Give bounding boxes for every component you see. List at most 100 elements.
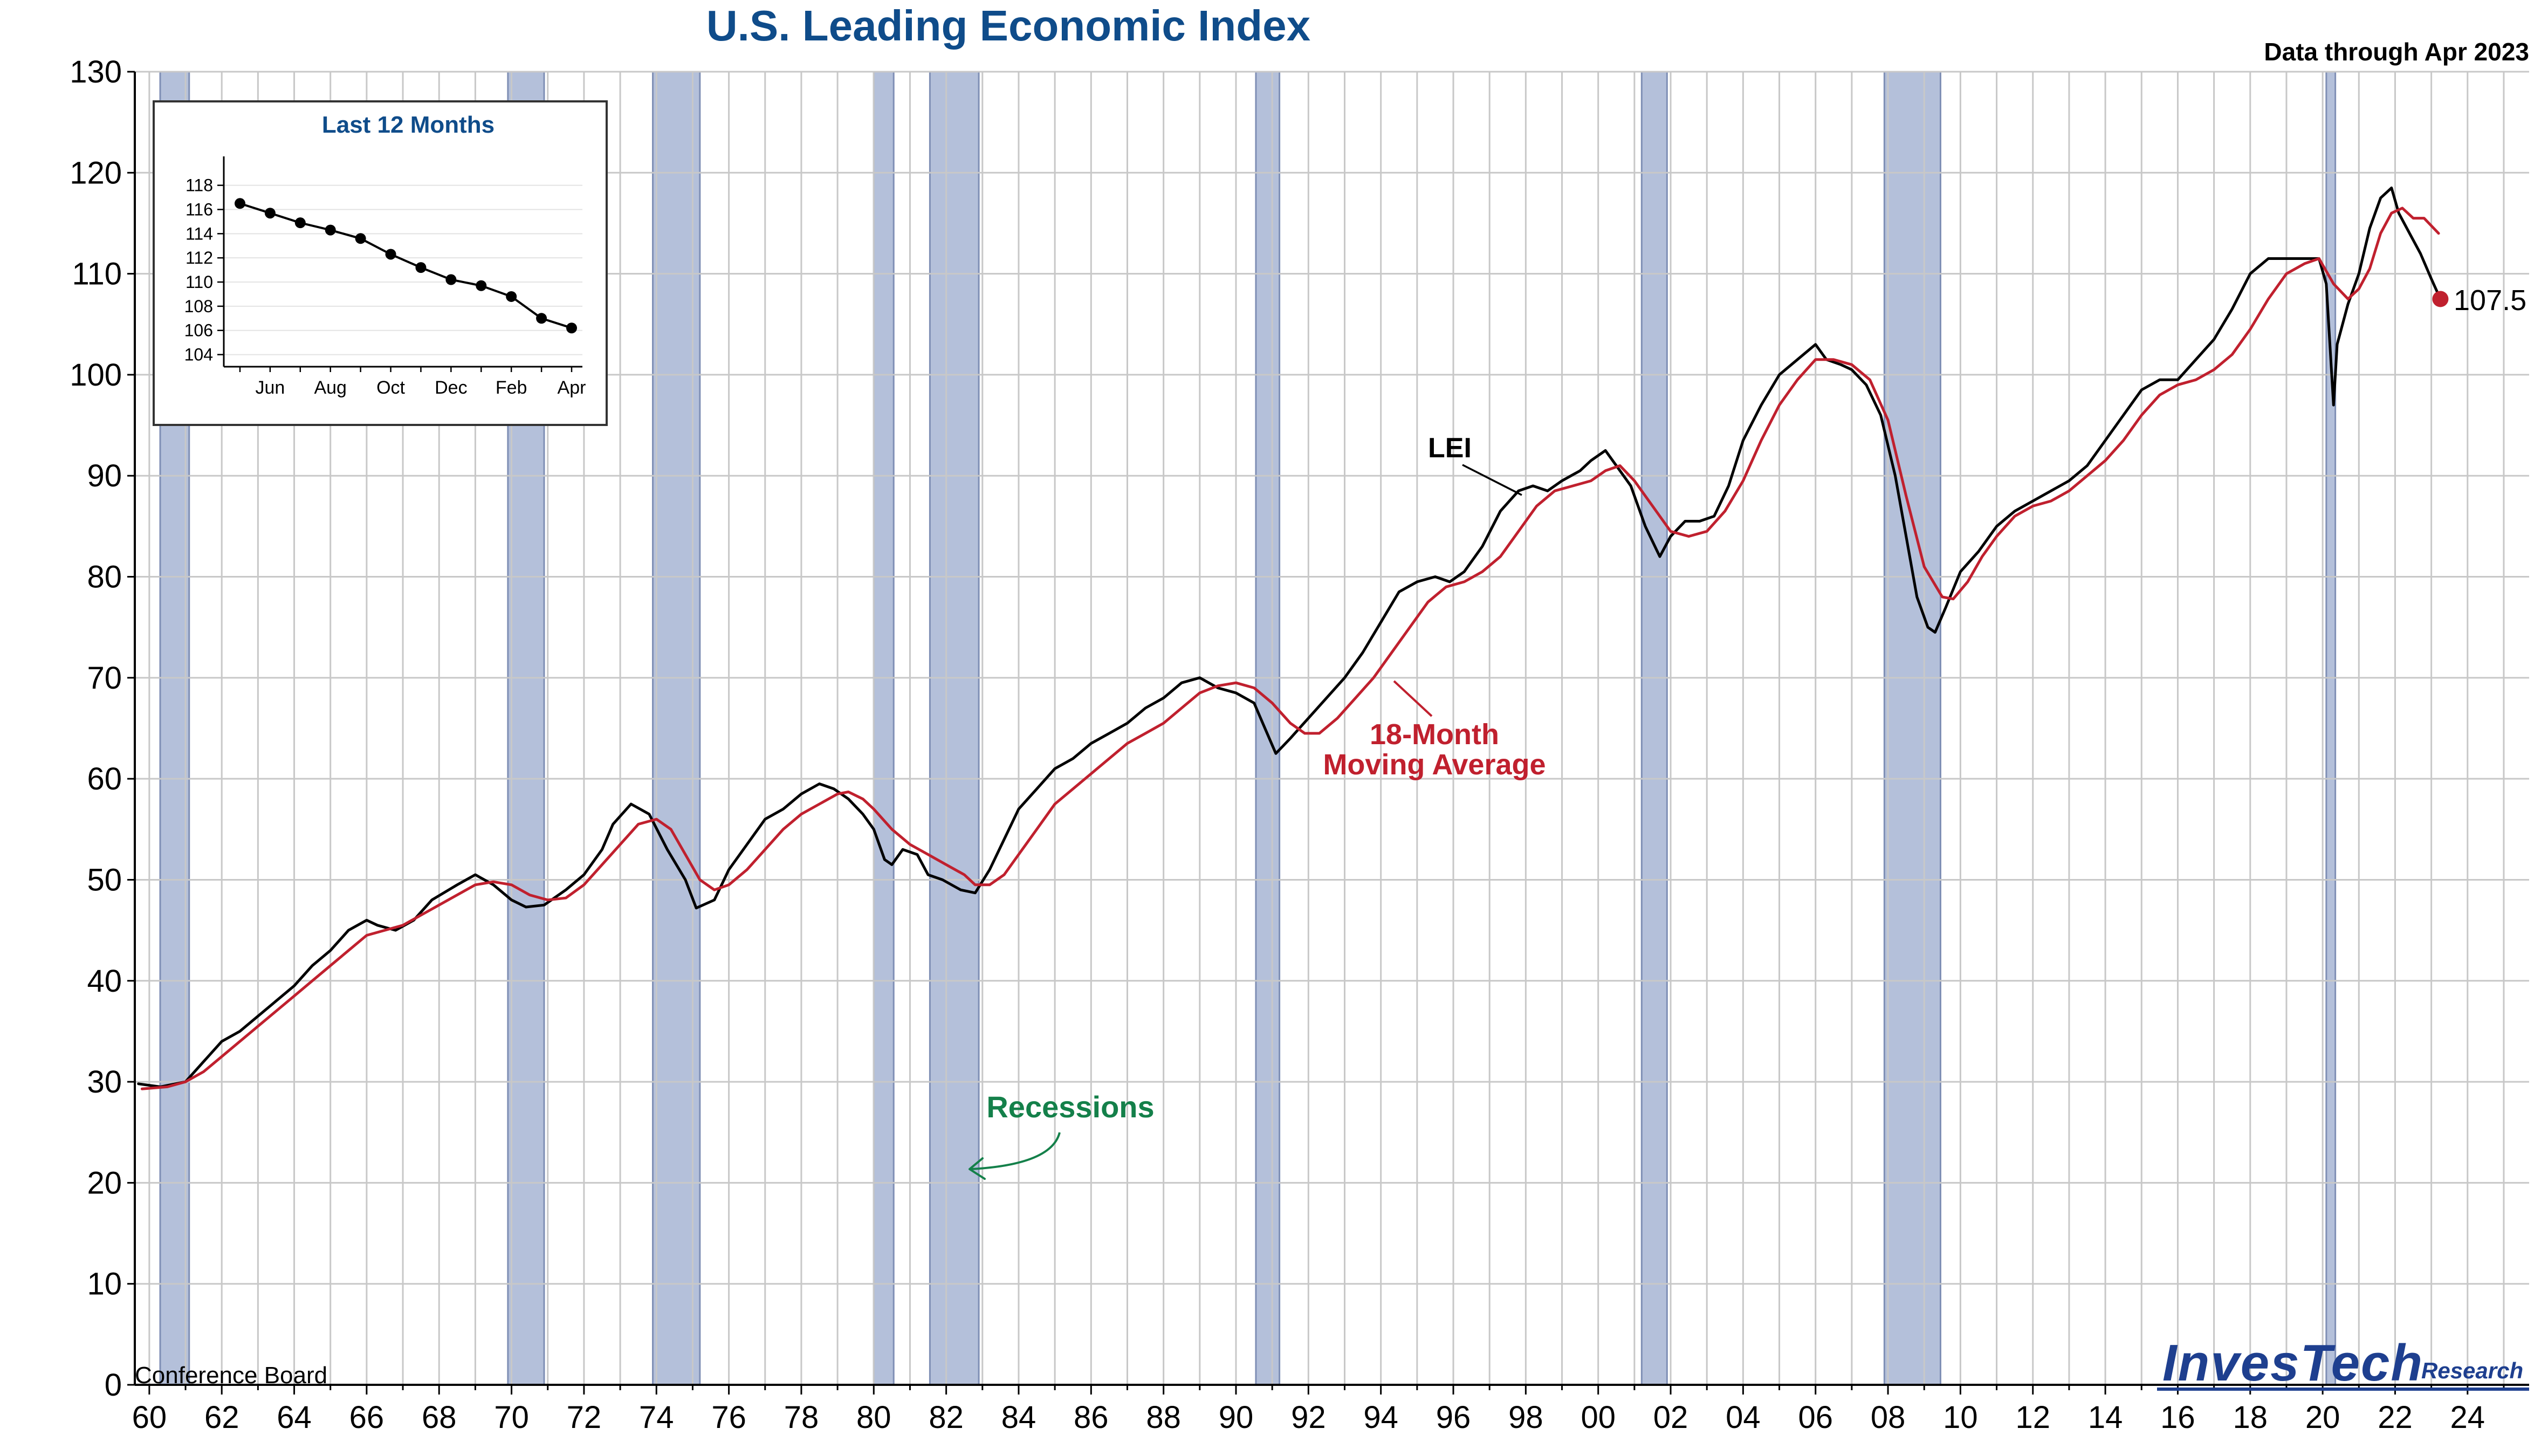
last-value-marker	[2432, 291, 2449, 307]
y-tick-label: 120	[70, 155, 122, 190]
x-tick-label: 82	[929, 1400, 964, 1435]
recession-band	[1255, 71, 1281, 1386]
inset-y-tick-label: 116	[186, 200, 213, 219]
y-tick-label: 50	[87, 862, 122, 897]
moving-average-label-line1: 18-Month	[1370, 718, 1499, 751]
x-tick-label: 08	[1871, 1400, 1906, 1435]
inset-point	[385, 249, 396, 260]
x-tick-label: 72	[567, 1400, 602, 1435]
inset-point	[355, 233, 366, 244]
x-tick-label: 62	[204, 1400, 239, 1435]
recessions-arrowhead	[969, 1157, 986, 1180]
x-tick-label: 68	[422, 1400, 457, 1435]
inset-chart: 104 106 108 110 112 114 116 118 Jun Aug Oct Dec Feb A…	[153, 100, 608, 426]
y-tick-label: 0	[105, 1368, 122, 1403]
x-tick-label: 88	[1146, 1400, 1181, 1435]
recession-band	[2325, 71, 2337, 1386]
inset-point	[506, 291, 517, 302]
x-tick-label: 20	[2305, 1400, 2340, 1435]
inset-point	[536, 313, 547, 324]
recession-band	[873, 71, 895, 1386]
lei-line	[137, 186, 2442, 1088]
x-tick-label: 66	[349, 1400, 384, 1435]
source-label: Conference Board	[135, 1362, 327, 1389]
inset-point	[415, 262, 427, 273]
moving-average-pointer-line	[1393, 680, 1433, 717]
inset-y-tick-label: 112	[186, 248, 213, 267]
x-tick-label: 06	[1798, 1400, 1833, 1435]
x-tick-label: 64	[277, 1400, 312, 1435]
x-tick-label: 16	[2160, 1400, 2195, 1435]
inset-point	[476, 280, 487, 291]
investech-logo-text: InvesTech	[2162, 1334, 2423, 1392]
annotations	[969, 464, 2529, 1391]
chart-title: U.S. Leading Economic Index	[706, 2, 1310, 50]
x-tick-label: 76	[711, 1400, 746, 1435]
inset-x-tick-label: Apr	[558, 377, 586, 398]
moving-average-line	[140, 207, 2440, 1090]
x-tick-label: 70	[494, 1400, 529, 1435]
y-tick-label: 80	[87, 560, 122, 595]
inset-point	[294, 217, 306, 229]
x-tick-label: 94	[1363, 1400, 1398, 1435]
inset-x-tick-label: Feb	[496, 377, 527, 398]
x-tick-label: 96	[1436, 1400, 1471, 1435]
x-tick-label: 12	[2016, 1400, 2051, 1435]
inset-y-tick-label: 106	[184, 321, 213, 340]
lei-pointer-line	[1462, 464, 1522, 496]
series-lines	[137, 186, 2449, 1090]
x-tick-label: 24	[2450, 1400, 2485, 1435]
y-tick-label: 40	[87, 964, 122, 999]
inset-frame	[153, 100, 608, 426]
x-tick-label: 78	[784, 1400, 819, 1435]
x-tick-label: 14	[2088, 1400, 2123, 1435]
grid-lines	[135, 71, 2529, 1386]
y-tick-label: 90	[87, 458, 122, 493]
x-tick-label: 90	[1219, 1400, 1254, 1435]
inset-title: Last 12 Months	[322, 112, 495, 138]
inset-x-tick-label: Aug	[314, 377, 347, 398]
y-tick-label: 130	[70, 54, 122, 90]
y-tick-label: 60	[87, 761, 122, 796]
y-tick-label: 10	[87, 1267, 122, 1302]
investech-logo-sub: Research	[2421, 1358, 2523, 1383]
x-tick-label: 10	[1943, 1400, 1978, 1435]
x-tick-label: 80	[856, 1400, 891, 1435]
x-tick-label: 22	[2378, 1400, 2413, 1435]
last-value-label: 107.5	[2454, 284, 2526, 317]
inset-x-tick-label: Dec	[435, 377, 467, 398]
inset-x-tick-label: Jun	[255, 377, 285, 398]
y-tick-label: 30	[87, 1064, 122, 1100]
x-tick-label: 00	[1581, 1400, 1616, 1435]
y-tick-label: 110	[72, 257, 122, 292]
recessions-pointer-arrow	[970, 1132, 1061, 1170]
x-tick-label: 98	[1508, 1400, 1543, 1435]
data-through-note: Data through Apr 2023	[2264, 38, 2529, 66]
x-tick-label: 02	[1653, 1400, 1688, 1435]
inset-y-tick-label: 110	[186, 272, 213, 292]
inset-x-tick-label: Oct	[376, 377, 405, 398]
inset-point	[566, 322, 577, 334]
y-tick-label: 70	[87, 661, 122, 696]
inset-y-tick-label: 118	[186, 176, 213, 195]
axes: 0 10 20 30 40 50 60 70 80 90 100 110 120 130 60 62 64 66 6…	[70, 54, 2529, 1435]
inset-y-tick-label: 104	[184, 345, 213, 365]
inset-point	[235, 198, 245, 209]
inset-point	[264, 208, 276, 219]
recession-band	[1640, 71, 1668, 1386]
recession-band	[1883, 71, 1941, 1386]
inset-y-tick-label: 108	[184, 297, 213, 316]
x-tick-label: 74	[639, 1400, 674, 1435]
x-tick-label: 04	[1726, 1400, 1761, 1435]
inset-point	[325, 224, 336, 236]
x-tick-label: 86	[1074, 1400, 1109, 1435]
lei-label: LEI	[1428, 432, 1472, 464]
chart-text: U.S. Leading Economic Index Data through…	[135, 2, 2529, 1392]
recession-band	[929, 71, 980, 1386]
x-tick-label: 84	[1001, 1400, 1036, 1435]
y-tick-label: 20	[87, 1165, 122, 1200]
moving-average-label-line2: Moving Average	[1323, 748, 1546, 781]
x-tick-label: 18	[2233, 1400, 2268, 1435]
